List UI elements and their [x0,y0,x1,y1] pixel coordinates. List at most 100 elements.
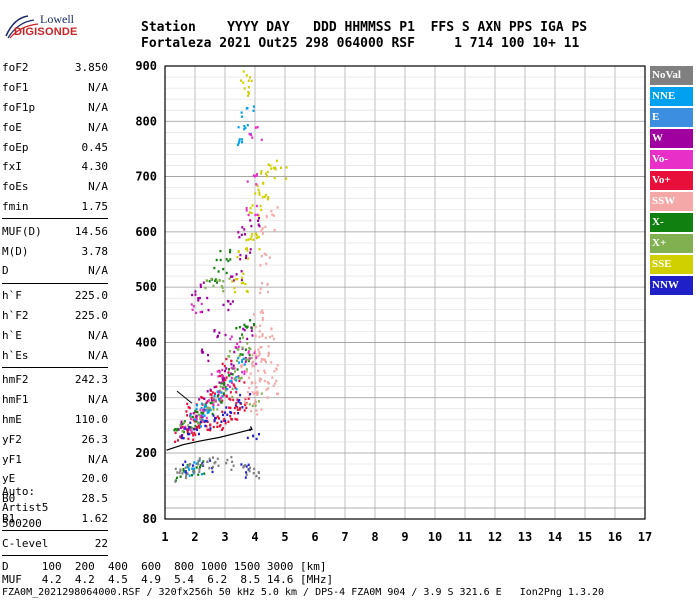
echo-point [180,420,183,423]
echo-point [245,209,248,212]
param-label: h`E [2,328,22,342]
echo-point [240,364,243,367]
echo-point [230,372,233,375]
echo-point [214,279,217,282]
echo-point [247,238,250,241]
echo-point [243,409,246,412]
echo-point [209,408,212,412]
legend-item: SSE [650,255,693,274]
echo-point [258,353,261,356]
param-value: 1.75 [81,199,109,213]
echo-point [256,173,258,176]
echo-point [254,404,257,407]
echo-point [184,425,187,429]
param-label: yF1 [2,452,22,466]
echo-point [258,225,261,228]
echo-point [245,473,248,476]
echo-point [216,390,219,393]
echo-point [195,311,197,315]
echo-point [249,248,252,251]
echo-point [176,429,179,432]
echo-point [206,428,209,431]
echo-point [234,290,236,294]
echo-point [243,372,246,375]
echo-point [261,309,264,312]
echo-point [224,385,227,389]
param-divider [2,555,108,557]
echo-point [230,455,233,459]
echo-point [264,336,267,340]
echo-point [214,417,216,420]
echo-point [188,426,191,429]
echo-point [247,397,250,400]
echo-point [228,368,230,371]
echo-point [226,299,229,303]
echo-point [195,426,198,429]
echo-point [260,346,263,349]
echo-point [256,184,259,187]
echo-point [174,480,177,483]
echo-point [215,385,218,388]
param-value: N/A [88,393,108,407]
echo-point [238,408,241,411]
echo-point [221,378,224,381]
echo-point [188,432,191,436]
echo-point [267,354,270,357]
echo-point [194,433,197,436]
echo-point [211,391,214,394]
echo-point [229,385,231,388]
param-value: 26.3 [81,432,109,446]
param-row: foEs N/A [2,177,108,197]
echo-point [203,397,206,400]
echo-point [218,331,221,334]
legend-item: X- [650,213,693,232]
echo-point [260,360,263,363]
echo-point [224,422,227,425]
echo-point [259,324,262,327]
echo-point [221,375,224,378]
echo-point [205,408,208,412]
echo-point [231,395,234,399]
echo-point [254,334,257,337]
echo-point [246,124,249,127]
echo-point [203,472,206,475]
x-tick-label: 8 [371,530,378,544]
echo-point [265,193,268,197]
echo-point [213,385,216,389]
echo-point [211,465,214,469]
echo-point [253,323,256,326]
echo-point [249,76,251,79]
echo-point [255,437,258,441]
echo-point [178,471,181,474]
echo-point [260,172,263,175]
echo-point [243,323,246,326]
echo-point [199,414,202,418]
echo-point [209,388,212,391]
echo-point [274,166,277,169]
echo-point [181,425,184,429]
param-label: foEs [2,180,29,194]
echo-point [187,464,190,467]
echo-point [198,296,201,300]
echo-point [219,385,222,388]
x-tick-label: 9 [401,530,408,544]
echo-point [266,170,269,174]
y-tick-label: 500 [135,280,157,294]
echo-point [222,413,224,417]
echo-point [195,407,198,411]
echo-point [241,276,244,280]
param-divider [2,530,108,532]
echo-point [195,418,198,421]
echo-point [266,198,269,201]
echo-point [219,258,222,262]
echo-point [228,350,231,353]
echo-point [189,421,192,424]
echo-point [228,374,231,377]
echo-point [236,408,239,411]
echo-point [244,464,247,467]
echo-point [222,419,225,422]
echo-point [221,428,223,431]
polarization-legend: NoVal NNE E W Vo- Vo+ SSW X- X+ SSE NNW [650,66,693,297]
echo-point [221,362,224,366]
y-tick-label: 800 [135,114,157,128]
